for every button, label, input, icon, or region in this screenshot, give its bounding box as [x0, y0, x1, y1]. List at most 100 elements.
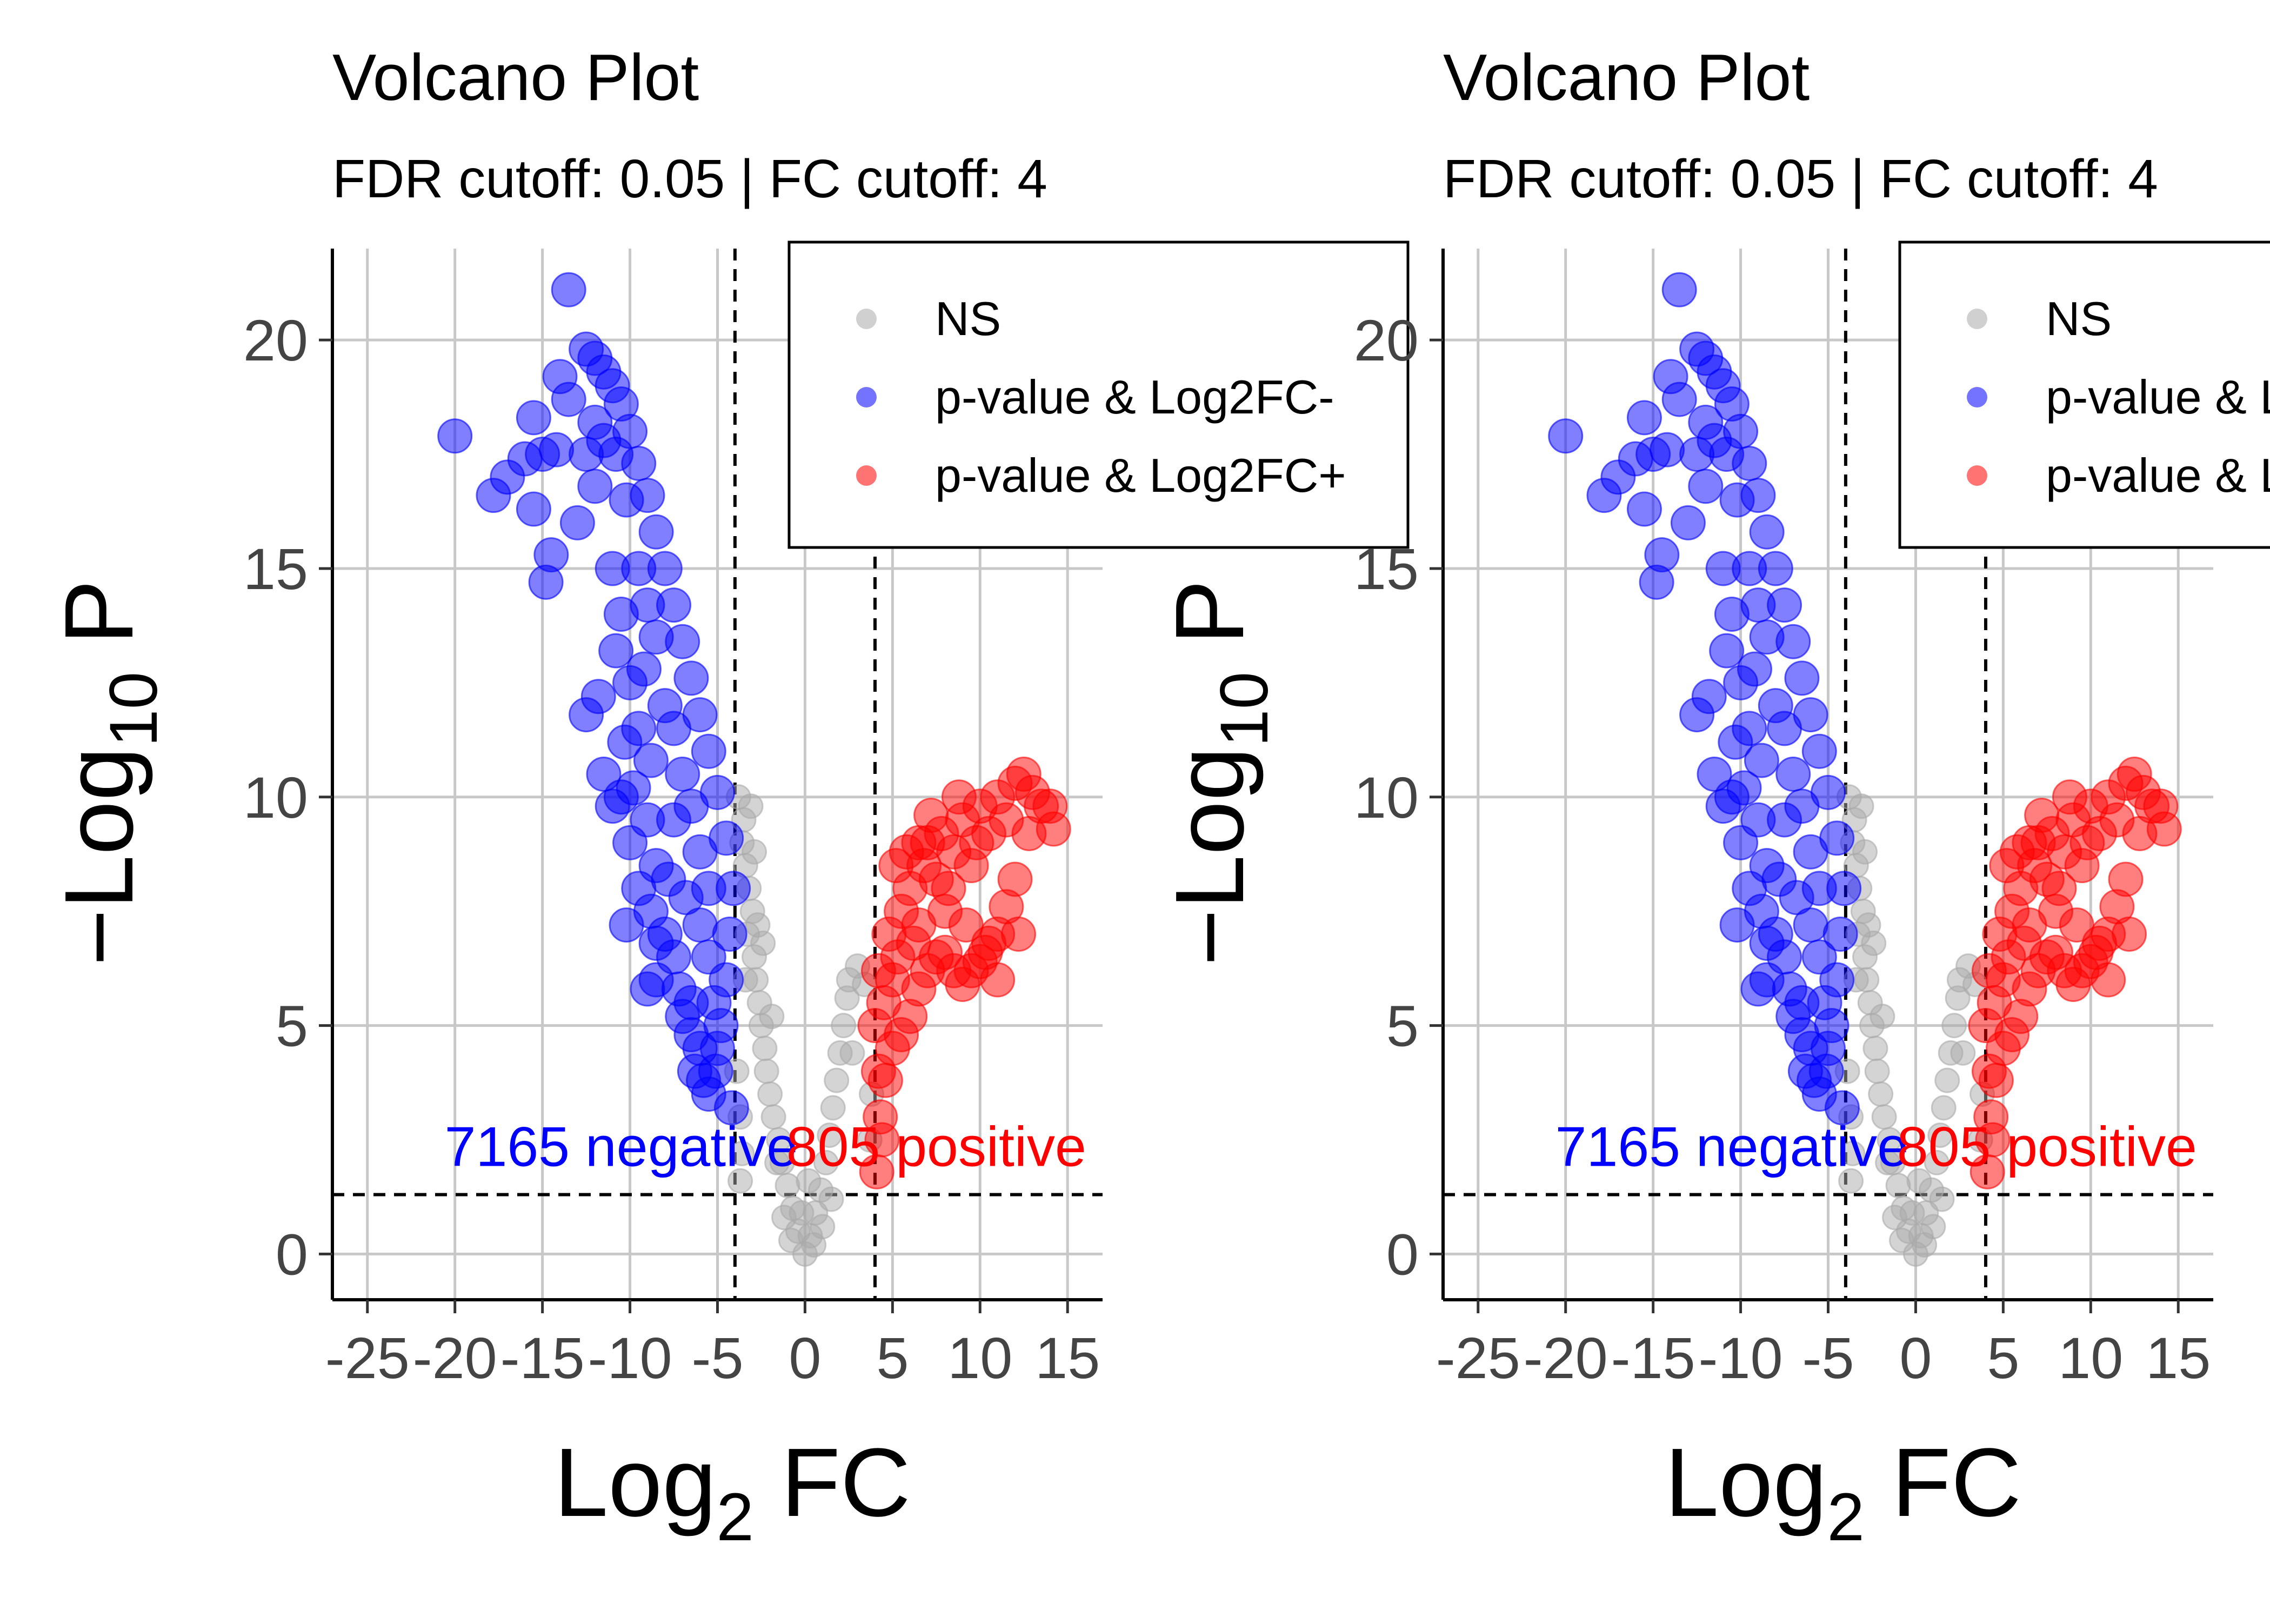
point-positive-left — [967, 934, 1003, 970]
x-tick-label-right: -5 — [1802, 1325, 1854, 1391]
negative-count-label-left: 7165 negative — [445, 1115, 798, 1178]
point-ns-left — [764, 1150, 790, 1175]
x-tick-label-left: 10 — [947, 1325, 1012, 1391]
legend-left: NS p-value & Log2FC- p-value & Log2FC+ — [787, 240, 1410, 549]
point-positive-left — [1032, 788, 1068, 824]
point-ns-right — [1934, 1067, 1960, 1093]
point-negative-left — [516, 491, 551, 527]
point-negative-right — [1719, 482, 1755, 518]
point-negative-left — [682, 907, 718, 943]
point-negative-left — [539, 432, 575, 467]
point-negative-right — [1807, 985, 1842, 1020]
point-ns-right — [1950, 1040, 1976, 1066]
point-ns-left — [839, 1040, 865, 1066]
point-ns-right — [1875, 1150, 1901, 1175]
x-tick-label-left: 5 — [876, 1325, 909, 1391]
point-negative-right — [1718, 724, 1753, 760]
chart-title-right: Volcano Plot — [1443, 41, 1810, 114]
point-negative-right — [1661, 382, 1697, 417]
point-negative-right — [1793, 907, 1828, 943]
point-negative-left — [528, 564, 564, 600]
point-positive-left — [959, 825, 994, 860]
y-tick-label-left: 0 — [276, 1221, 308, 1287]
legend-label-neg-left: p-value & Log2FC- — [935, 370, 1334, 424]
point-negative-right — [1787, 1053, 1823, 1089]
point-negative-left — [586, 757, 622, 792]
point-negative-left — [673, 788, 709, 824]
y-tick-label-left: 15 — [243, 536, 308, 602]
point-negative-right — [1793, 834, 1828, 870]
point-negative-right — [1740, 587, 1776, 623]
point-positive-left — [880, 939, 916, 975]
point-negative-left — [691, 733, 726, 769]
point-ns-right — [1864, 1058, 1890, 1084]
point-ns-right — [1852, 839, 1878, 865]
point-ns-right — [1870, 1004, 1895, 1030]
point-ns-left — [727, 1168, 753, 1194]
y-tick-label-right: 15 — [1354, 536, 1419, 602]
point-negative-left — [609, 482, 644, 518]
legend-marker-pos-left — [856, 465, 877, 486]
point-negative-left — [577, 469, 613, 504]
legend-label-pos-left: p-value & Log2FC+ — [935, 449, 1346, 502]
point-ns-left — [759, 1004, 785, 1030]
point-negative-left — [677, 1053, 712, 1089]
point-negative-right — [1650, 432, 1685, 467]
point-negative-left — [551, 272, 586, 308]
legend-label-ns-left: NS — [935, 292, 1001, 345]
ytick-labels-left: 0 5 10 15 20 — [243, 308, 308, 1287]
point-negative-right — [1548, 418, 1584, 454]
point-negative-left — [638, 925, 674, 961]
point-negative-right — [1749, 619, 1785, 655]
y-tick-label-right: 20 — [1354, 308, 1419, 373]
point-ns-left — [824, 1067, 850, 1093]
legend-marker-neg-right — [1967, 387, 1987, 407]
point-positive-right — [2024, 798, 2060, 833]
point-negative-left — [607, 724, 643, 760]
point-negative-right — [1626, 491, 1662, 527]
point-negative-left — [437, 418, 473, 454]
legend-marker-ns-left — [856, 309, 877, 329]
negative-count-label-right: 7165 negative — [1555, 1115, 1908, 1178]
x-tick-label-left: -15 — [500, 1325, 585, 1391]
x-tick-label-left: -5 — [691, 1325, 743, 1391]
x-tick-label-right: 5 — [1987, 1325, 2019, 1391]
legend-marker-ns-right — [1967, 309, 1987, 329]
points-right — [1548, 272, 2182, 1267]
point-negative-right — [1697, 757, 1732, 792]
point-negative-left — [668, 880, 704, 915]
axes-left — [319, 249, 1103, 1313]
panel-left: Volcano Plot FDR cutoff: 0.05 | FC cutof… — [45, 41, 1410, 1555]
point-negative-left — [656, 711, 692, 746]
point-ns-right — [1927, 1122, 1953, 1148]
point-negative-right — [1740, 971, 1776, 1007]
point-ns-left — [753, 1058, 779, 1084]
point-negative-right — [1697, 423, 1732, 458]
x-tick-label-right: 15 — [2146, 1325, 2211, 1391]
point-negative-right — [1784, 660, 1820, 696]
point-ns-right — [1840, 1140, 1866, 1166]
y-tick-label-left: 10 — [243, 765, 308, 830]
x-tick-label-right: 0 — [1899, 1325, 1932, 1391]
point-negative-left — [665, 757, 700, 792]
point-negative-right — [1691, 679, 1727, 714]
y-tick-label-left: 20 — [243, 308, 308, 373]
point-positive-right — [2052, 779, 2087, 815]
positive-count-label-right: 805 positive — [1897, 1115, 2197, 1178]
x-axis-label-left: Log2 FC — [554, 1428, 911, 1555]
x-tick-label-right: -15 — [1611, 1325, 1695, 1391]
point-ns-left — [750, 930, 776, 956]
point-ns-left — [778, 1227, 804, 1253]
point-ns-right — [1941, 1013, 1967, 1039]
point-positive-right — [2078, 934, 2114, 970]
point-positive-right — [2143, 788, 2179, 824]
point-negative-right — [1744, 743, 1779, 778]
point-positive-right — [2122, 816, 2158, 851]
point-ns-right — [1906, 1168, 1932, 1194]
points-left — [437, 272, 1071, 1267]
point-negative-right — [1824, 1090, 1860, 1126]
point-ns-left — [789, 1200, 814, 1226]
y-tick-label-left: 5 — [276, 993, 308, 1059]
